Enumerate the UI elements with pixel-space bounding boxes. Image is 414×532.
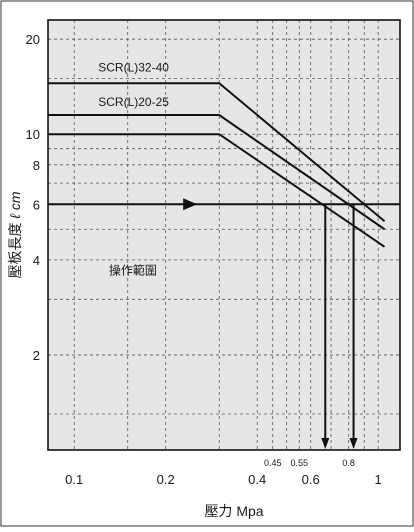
guide-arrow	[183, 198, 198, 211]
y-tick-label: 10	[26, 127, 40, 142]
y-tick-label: 8	[33, 158, 40, 173]
series-label: SCR(L)32-40	[98, 60, 169, 74]
y-tick-label: 6	[33, 197, 40, 212]
x-tick-label: 1	[375, 472, 382, 487]
plot-background	[48, 20, 400, 450]
drop-arrow	[321, 438, 330, 449]
plot-border	[47, 19, 401, 451]
y-axis-label: 壓板長度 ℓ cm	[7, 191, 23, 278]
x-axis-label: 壓力 Mpa	[204, 503, 263, 519]
x-tick-label: 0.1	[65, 472, 83, 487]
series-label: SCR(L)20-25	[98, 95, 169, 109]
annotation-operating-range: 操作範圍	[109, 262, 157, 277]
x-tick-label: 0.6	[302, 472, 320, 487]
series-line	[48, 82, 386, 223]
x-minor-tick-label: 0.55	[290, 458, 308, 468]
series-line	[48, 133, 386, 248]
y-tick-label: 2	[33, 348, 40, 363]
y-tick-label: 4	[33, 253, 40, 268]
x-minor-tick-label: 0.8	[342, 458, 355, 468]
drop-arrow	[349, 438, 358, 449]
y-tick-label: 20	[26, 32, 40, 47]
x-minor-tick-label: 0.45	[264, 458, 282, 468]
x-tick-label: 0.4	[248, 472, 266, 487]
series-line	[48, 114, 386, 231]
x-tick-label: 0.2	[157, 472, 175, 487]
